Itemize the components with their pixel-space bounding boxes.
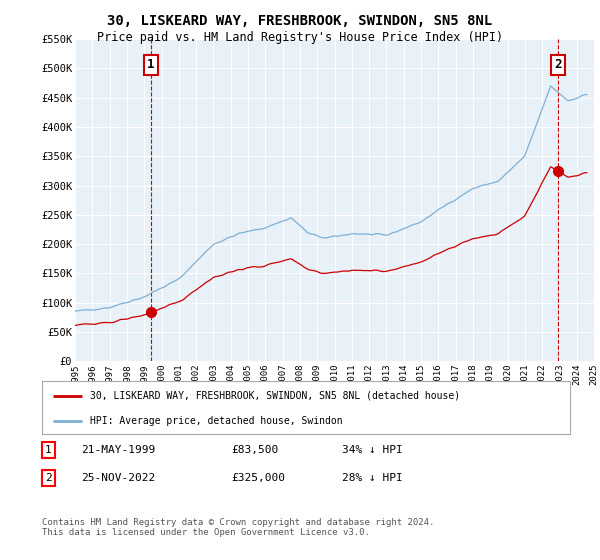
Text: Contains HM Land Registry data © Crown copyright and database right 2024.
This d: Contains HM Land Registry data © Crown c…: [42, 518, 434, 538]
Text: 1: 1: [45, 445, 52, 455]
Text: 2: 2: [45, 473, 52, 483]
Text: 30, LISKEARD WAY, FRESHBROOK, SWINDON, SN5 8NL: 30, LISKEARD WAY, FRESHBROOK, SWINDON, S…: [107, 14, 493, 28]
Text: 28% ↓ HPI: 28% ↓ HPI: [342, 473, 403, 483]
Text: £325,000: £325,000: [231, 473, 285, 483]
Text: Price paid vs. HM Land Registry's House Price Index (HPI): Price paid vs. HM Land Registry's House …: [97, 31, 503, 44]
Text: 34% ↓ HPI: 34% ↓ HPI: [342, 445, 403, 455]
Text: 2: 2: [554, 58, 562, 72]
Text: £83,500: £83,500: [231, 445, 278, 455]
Text: 30, LISKEARD WAY, FRESHBROOK, SWINDON, SN5 8NL (detached house): 30, LISKEARD WAY, FRESHBROOK, SWINDON, S…: [89, 391, 460, 401]
Text: 1: 1: [147, 58, 155, 72]
Text: 21-MAY-1999: 21-MAY-1999: [81, 445, 155, 455]
Text: 25-NOV-2022: 25-NOV-2022: [81, 473, 155, 483]
Text: HPI: Average price, detached house, Swindon: HPI: Average price, detached house, Swin…: [89, 416, 342, 426]
